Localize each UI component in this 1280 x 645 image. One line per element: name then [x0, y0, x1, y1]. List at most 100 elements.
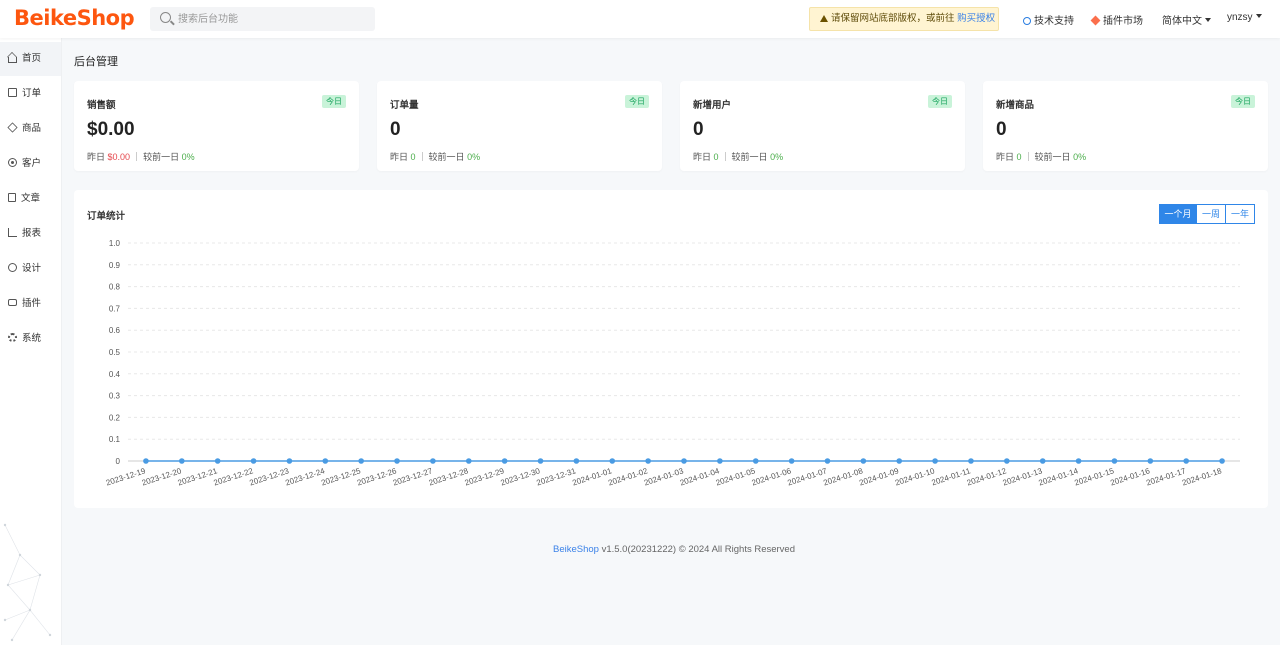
x-tick-label: 2023-12-29	[464, 466, 506, 487]
x-tick-label: 2024-01-09	[858, 466, 900, 487]
search-input[interactable]	[178, 10, 368, 28]
card-footer: 昨日 $0.00 较前一日 0%	[87, 150, 195, 163]
home-icon	[8, 57, 17, 63]
data-point	[1147, 458, 1154, 464]
sidebar-decoration	[3, 523, 52, 642]
search-icon	[160, 12, 171, 23]
today-badge: 今日	[625, 95, 649, 108]
palette-icon	[8, 263, 17, 272]
data-point	[465, 458, 472, 464]
x-tick-label: 2024-01-16	[1109, 466, 1151, 487]
card-title: 新增用户	[693, 100, 732, 111]
data-point	[1075, 458, 1082, 464]
user-dropdown[interactable]: ynzsy	[1227, 12, 1262, 23]
search-box[interactable]	[150, 7, 375, 31]
sidebar-item-label: 设计	[22, 263, 42, 274]
card-title: 新增商品	[996, 100, 1035, 111]
sidebar-item-products[interactable]: 商品	[0, 112, 61, 146]
card-footer: 昨日 0 较前一日 0%	[390, 150, 480, 163]
x-tick-label: 2024-01-06	[751, 466, 793, 487]
compare-value: 0%	[770, 152, 784, 162]
data-point	[214, 458, 221, 464]
gem-icon	[1090, 15, 1101, 26]
data-point	[430, 458, 436, 464]
data-point	[717, 458, 723, 464]
plugin-market-link[interactable]: 插件市场	[1090, 12, 1143, 27]
sidebar-item-system[interactable]: 系统	[0, 322, 61, 356]
footer-text: v1.5.0(20231222) © 2024 All Rights Reser…	[598, 544, 796, 555]
footer: BeikeShop v1.5.0(20231222) © 2024 All Ri…	[0, 544, 1280, 555]
x-tick-label: 2023-12-20	[141, 466, 183, 487]
gear-icon	[8, 333, 17, 342]
stat-card-new-users: 新增用户 今日 0 昨日 0 较前一日 0%	[680, 81, 965, 171]
tech-support-link[interactable]: 技术支持	[1023, 12, 1074, 27]
today-badge: 今日	[322, 95, 346, 108]
sidebar-item-articles[interactable]: 文章	[0, 182, 61, 216]
y-tick-label: 0.7	[109, 304, 121, 313]
order-chart-card: 订单统计 一个月 一周 一年 0 0.1 0.2 0.3 0.4 0.5 0.6 0.7 0.8…	[74, 190, 1268, 508]
stat-card-new-products: 新增商品 今日 0 昨日 0 较前一日 0%	[983, 81, 1268, 171]
compare-value: 0%	[1073, 152, 1087, 162]
data-point	[322, 458, 329, 464]
sidebar-item-customers[interactable]: 客户	[0, 147, 61, 181]
sidebar-item-label: 系统	[22, 333, 42, 344]
x-tick-label: 2024-01-01	[571, 466, 613, 487]
data-point	[537, 458, 544, 464]
card-footer: 昨日 0 较前一日 0%	[693, 150, 783, 163]
logo[interactable]: BeikeShop	[14, 6, 135, 30]
x-tick-label: 2024-01-14	[1037, 466, 1079, 487]
data-point	[501, 458, 508, 464]
x-tick-label: 2023-12-31	[535, 466, 577, 487]
card-value: $0.00	[87, 119, 135, 140]
yesterday-label: 昨日	[693, 152, 712, 162]
card-title: 销售额	[87, 100, 116, 111]
range-month-button[interactable]: 一个月	[1159, 204, 1197, 224]
x-tick-label: 2024-01-04	[679, 466, 721, 487]
today-badge: 今日	[928, 95, 952, 108]
x-tick-label: 2023-12-22	[212, 466, 254, 487]
compare-label: 较前一日	[143, 152, 180, 162]
x-tick-label: 2023-12-25	[320, 466, 362, 487]
yesterday-value: 0	[1016, 152, 1022, 162]
sidebar-item-design[interactable]: 设计	[0, 252, 61, 286]
data-point	[250, 458, 257, 464]
file-icon	[8, 193, 16, 202]
stat-card-orders: 订单量 今日 0 昨日 0 较前一日 0%	[377, 81, 662, 171]
range-week-button[interactable]: 一周	[1196, 204, 1226, 224]
card-footer: 昨日 0 较前一日 0%	[996, 150, 1086, 163]
x-tick-label: 2023-12-26	[356, 466, 398, 487]
license-notice: 请保留网站底部版权，或前往 购买授权	[809, 7, 999, 31]
data-point	[1111, 458, 1118, 464]
range-year-button[interactable]: 一年	[1225, 204, 1255, 224]
data-point	[932, 458, 938, 464]
top-header: BeikeShop 请保留网站底部版权，或前往 购买授权 技术支持 插件市场 简…	[0, 0, 1280, 38]
data-point	[1039, 458, 1046, 464]
compare-label: 较前一日	[731, 152, 768, 162]
yesterday-label: 昨日	[87, 152, 106, 162]
sidebar-item-label: 订单	[22, 88, 42, 99]
x-tick-label: 2024-01-10	[894, 466, 936, 487]
yesterday-value: 0	[410, 152, 416, 162]
x-tick-label: 2024-01-17	[1145, 466, 1187, 487]
data-point	[824, 458, 831, 464]
sidebar-item-plugins[interactable]: 插件	[0, 287, 61, 321]
x-tick-label: 2023-12-21	[177, 466, 219, 487]
sidebar-item-orders[interactable]: 订单	[0, 77, 61, 111]
x-tick-label: 2024-01-02	[607, 466, 649, 487]
sidebar-item-label: 客户	[22, 158, 42, 169]
warning-icon	[820, 15, 828, 22]
yesterday-label: 昨日	[390, 152, 409, 162]
sidebar-item-label: 商品	[22, 123, 42, 134]
card-value: 0	[693, 119, 704, 140]
language-dropdown[interactable]: 简体中文	[1162, 12, 1211, 27]
sidebar-item-reports[interactable]: 报表	[0, 217, 61, 251]
footer-brand-link[interactable]: BeikeShop	[552, 544, 599, 555]
sidebar-item-home[interactable]: 首页	[0, 42, 61, 76]
globe-icon	[1023, 17, 1031, 25]
buy-license-link[interactable]: 购买授权	[957, 13, 996, 24]
x-tick-label: 2024-01-03	[643, 466, 685, 487]
y-tick-label: 0.9	[109, 261, 121, 270]
plugin-icon	[8, 299, 17, 306]
x-tick-label: 2023-12-30	[499, 466, 541, 487]
language-label: 简体中文	[1162, 16, 1202, 27]
